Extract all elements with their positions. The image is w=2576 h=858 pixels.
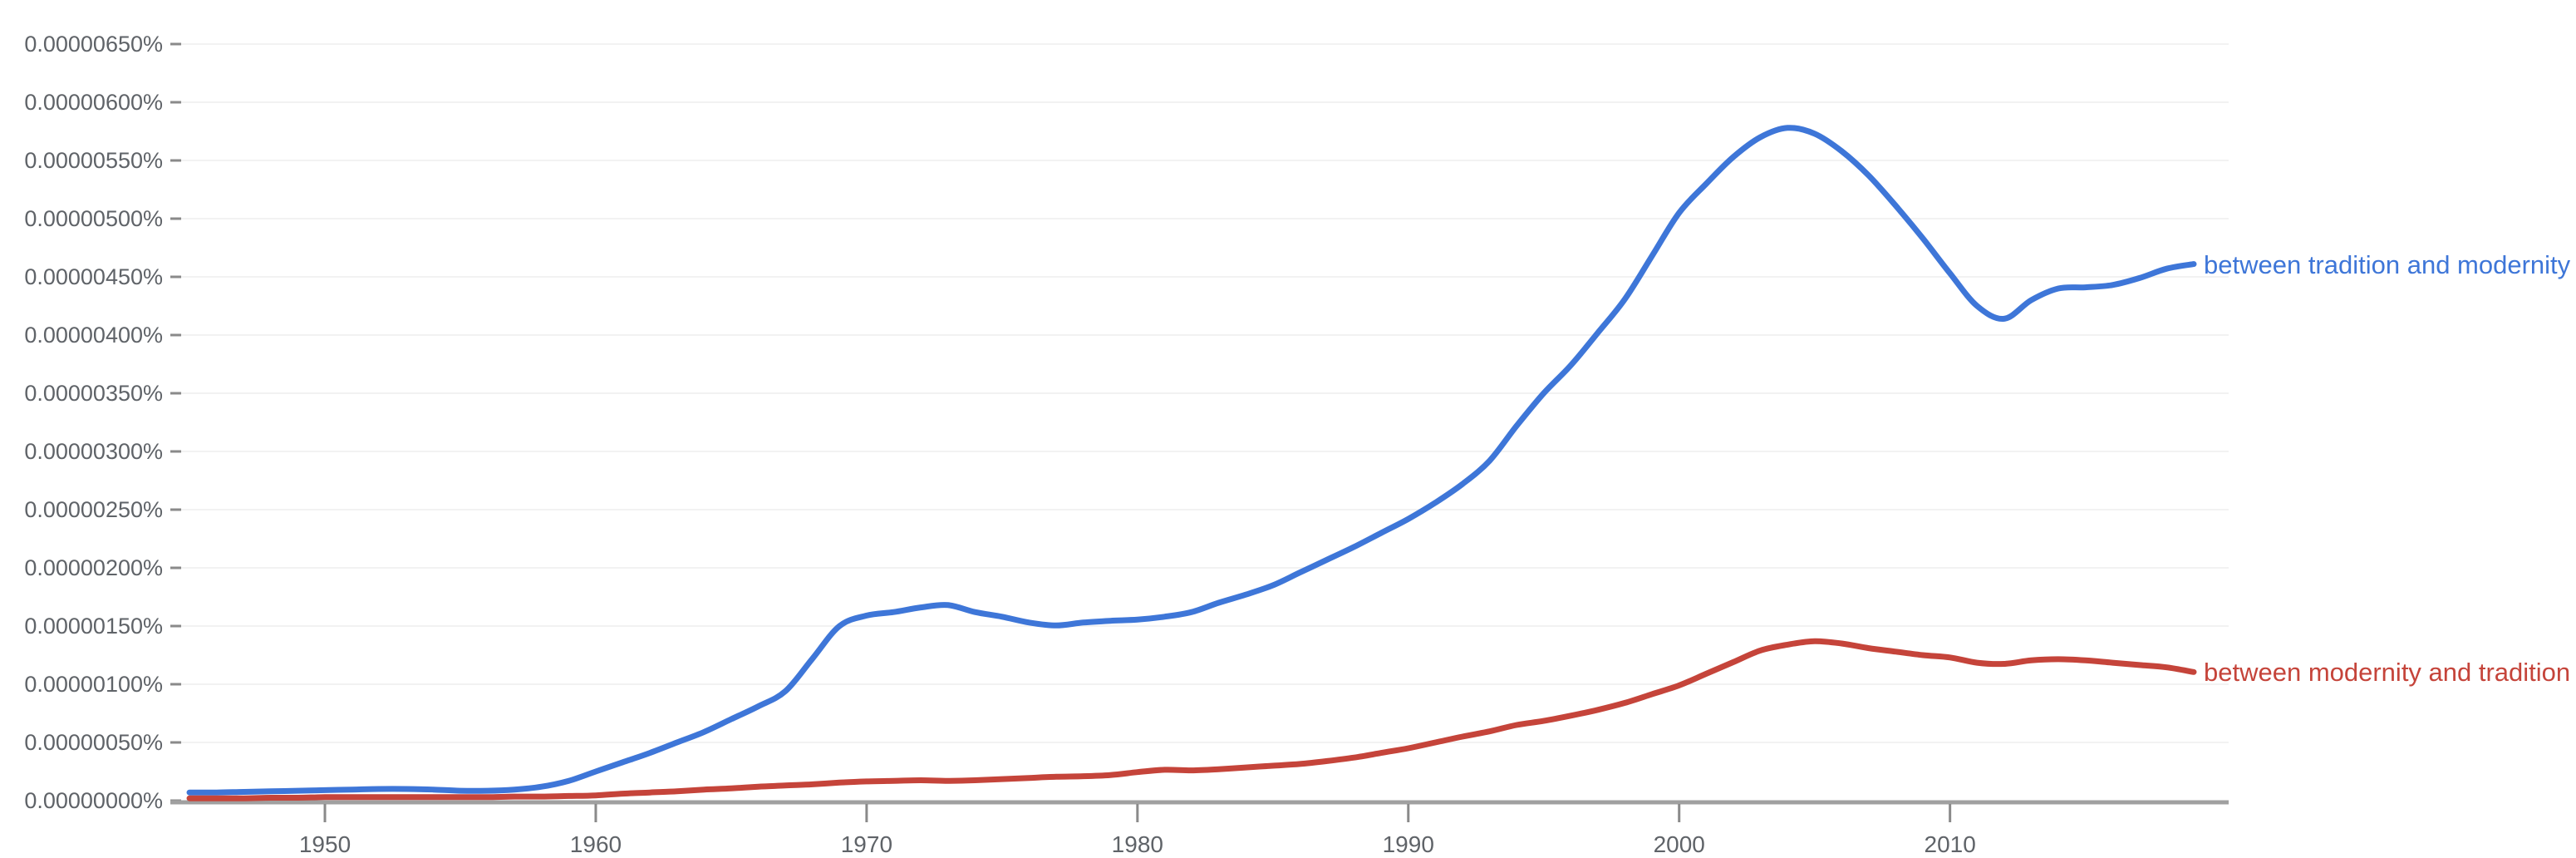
x-axis-label: 1970 (841, 831, 892, 857)
series-label-between-tradition-and-modernity[interactable]: between tradition and modernity (2204, 249, 2571, 279)
y-axis-label: 0.00000350% (24, 381, 163, 406)
y-axis-label: 0.00000250% (24, 497, 163, 522)
x-axis-label: 1950 (299, 831, 351, 857)
y-axis-label: 0.00000500% (24, 206, 163, 231)
y-axis-label: 0.00000200% (24, 555, 163, 580)
series-line-red[interactable] (186, 638, 2197, 801)
y-axis-label: 0.00000100% (24, 672, 163, 697)
x-axis-label: 1980 (1112, 831, 1163, 857)
y-axis-label: 0.00000600% (24, 90, 163, 115)
x-axis-label: 1990 (1383, 831, 1434, 857)
x-axis-label: 2000 (1654, 831, 1705, 857)
y-axis-label: 0.00000450% (24, 264, 163, 289)
y-axis-label: 0.00000000% (24, 788, 163, 813)
series-line-blue[interactable] (186, 125, 2197, 796)
y-axis-label: 0.00000550% (24, 148, 163, 173)
series-label-between-modernity-and-tradition[interactable]: between modernity and tradition (2204, 658, 2571, 688)
y-axis-label: 0.00000050% (24, 730, 163, 755)
x-axis-label: 2010 (1925, 831, 1976, 857)
y-axis-label: 0.00000400% (24, 323, 163, 348)
y-axis-label: 0.00000650% (24, 32, 163, 57)
y-axis-label: 0.00000150% (24, 614, 163, 639)
y-axis-label: 0.00000300% (24, 439, 163, 464)
x-axis-label: 1960 (570, 831, 622, 857)
